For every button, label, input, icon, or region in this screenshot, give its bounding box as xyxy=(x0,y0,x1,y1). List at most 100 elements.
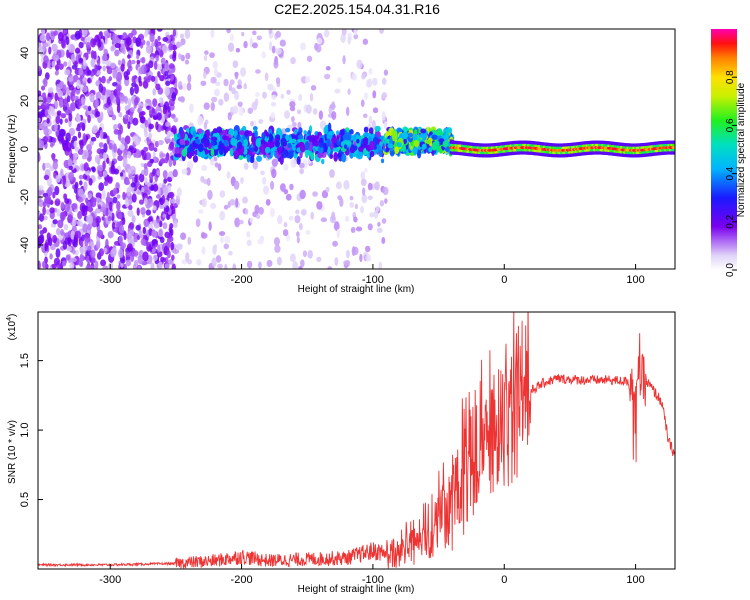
spectrogram-cell xyxy=(224,263,228,269)
spectrogram-cell xyxy=(156,29,163,32)
spectrogram-cell xyxy=(117,86,121,96)
spectrogram-cell xyxy=(141,56,146,64)
spectrogram-cell xyxy=(95,131,100,139)
spectrogram-cell xyxy=(126,187,132,197)
spectrogram-cell xyxy=(70,103,74,111)
spectrogram-cell xyxy=(367,223,373,231)
spectrogram-cell xyxy=(240,67,247,77)
spectrogram-cell xyxy=(145,241,150,247)
spectrogram-cell xyxy=(236,133,241,141)
spectrogram-cell xyxy=(50,107,55,117)
spectrogram-cell xyxy=(238,130,246,136)
spectrogram-cell xyxy=(396,142,402,148)
spectrogram-cell xyxy=(180,130,186,140)
spectrogram-cell xyxy=(160,57,166,65)
spectrogram-cell xyxy=(109,29,117,32)
spectrogram-cell xyxy=(97,39,102,48)
spectrogram-cell xyxy=(147,198,154,208)
spectrogram-x-label: Height of straight line (km) xyxy=(298,284,415,295)
spectrogram-cell xyxy=(52,160,59,170)
spectrogram-cell xyxy=(240,177,244,184)
snr-y-scale-prefix: (x10 xyxy=(7,320,18,340)
spectrogram-cell xyxy=(336,139,340,146)
spectrogram-cell xyxy=(172,169,178,178)
spectrogram-cell xyxy=(229,33,235,42)
spectrogram-cell xyxy=(335,130,340,136)
spectrogram-cell xyxy=(46,96,52,104)
spectrogram-cell xyxy=(226,171,231,179)
spectrogram-cell xyxy=(168,158,173,168)
spectrogram-cell xyxy=(82,86,88,93)
spectrogram-cell xyxy=(95,208,100,214)
x-tick-label: 0 xyxy=(501,574,507,586)
spectrogram-cell xyxy=(222,135,228,141)
spectrogram-cell xyxy=(203,54,208,62)
spectrogram-cell xyxy=(159,236,165,244)
spectrogram-cell xyxy=(207,189,213,200)
spectrogram-cell xyxy=(238,106,244,116)
spectrogram-cell xyxy=(285,134,290,142)
spectrogram-cell xyxy=(220,236,224,244)
spectrogram-cell xyxy=(268,29,272,35)
spectrogram-cell xyxy=(155,54,160,62)
snr-x-label: Height of straight line (km) xyxy=(298,584,415,595)
spectrogram-cell xyxy=(291,116,295,123)
spectrogram-cell xyxy=(377,221,381,227)
spectrogram-cell xyxy=(362,137,369,146)
spectrogram-cell xyxy=(44,162,51,168)
spectrogram-cell xyxy=(74,30,81,40)
spectrogram-cell xyxy=(347,36,352,41)
spectrogram-cell xyxy=(180,96,185,103)
spectrogram-cell xyxy=(65,254,71,261)
spectrogram-cell xyxy=(137,189,142,195)
spectrogram-cell xyxy=(428,147,433,153)
spectrogram-cell xyxy=(94,64,98,74)
spectrogram-cell xyxy=(61,260,67,267)
colorbar-tick-label: 0.2 xyxy=(725,214,736,228)
spectrogram-cell xyxy=(41,101,47,110)
spectrogram-cell xyxy=(105,60,112,67)
spectrogram-cell xyxy=(228,83,233,92)
snr-y-scale-suffix: ) xyxy=(7,314,18,317)
spectrogram-cell xyxy=(166,176,172,182)
x-tick-label: 100 xyxy=(626,274,644,286)
spectrogram-cell xyxy=(287,124,294,130)
spectrogram-cell xyxy=(255,214,261,219)
spectrogram-cell xyxy=(42,136,49,143)
spectrogram-cell xyxy=(86,69,92,76)
spectrogram-cell xyxy=(419,133,426,139)
spectrogram-cell xyxy=(268,133,273,143)
spectrogram-cell xyxy=(87,77,91,84)
spectrogram-cell xyxy=(109,201,113,211)
spectrogram-cell xyxy=(302,250,308,258)
spectrogram-cell xyxy=(141,186,145,193)
spectrogram-cell xyxy=(334,88,341,94)
spectrogram-cell xyxy=(229,79,235,86)
spectrogram-cell xyxy=(268,143,274,149)
spectrogram-cell xyxy=(64,118,69,124)
spectrogram-cell xyxy=(309,92,314,102)
spectrogram-cell xyxy=(387,143,394,149)
spectrogram-cell xyxy=(82,208,88,217)
spectrogram-cell xyxy=(102,265,109,269)
spectrogram-cell xyxy=(132,263,137,269)
spectrogram-cell xyxy=(120,258,126,264)
spectrogram-cell xyxy=(90,265,95,269)
spectrogram-cell xyxy=(378,148,383,158)
spectrogram-cell xyxy=(374,181,380,191)
spectrogram-cell xyxy=(341,153,347,163)
spectrogram-cell xyxy=(210,29,215,39)
spectrogram-cell xyxy=(107,176,113,184)
spectrogram-cell xyxy=(127,151,132,159)
y-tick-label: 40 xyxy=(19,47,31,59)
spectrogram-cell xyxy=(82,56,87,66)
spectrogram-cell xyxy=(153,147,158,153)
spectrogram-cell xyxy=(83,181,88,191)
spectrogram-cell xyxy=(115,182,120,190)
spectrogram-cell xyxy=(127,168,132,175)
spectrogram-cell xyxy=(128,229,135,236)
spectrogram-cell xyxy=(318,142,324,148)
spectrogram-cell xyxy=(78,122,84,128)
spectrogram-cell xyxy=(254,204,260,214)
spectrogram-cell xyxy=(107,231,114,239)
